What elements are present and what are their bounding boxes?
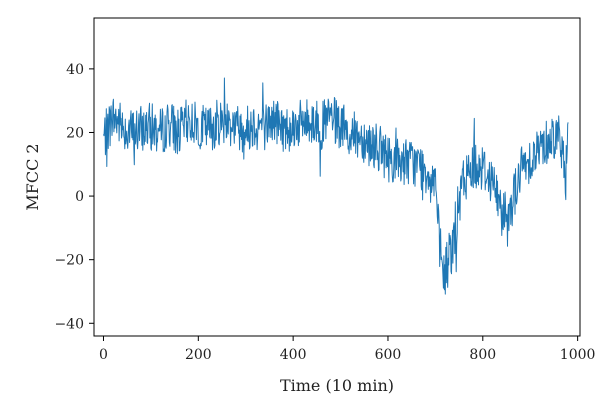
series-line [103,77,569,295]
x-tick-label: 800 [469,347,496,363]
plot-frame [93,17,581,337]
x-tick-label: 200 [185,347,212,363]
y-tick-label: −20 [54,253,84,269]
y-tick-label: 20 [66,125,84,141]
plot-area [103,77,569,295]
x-axis-label: Time (10 min) [280,376,394,395]
x-tick-label: 400 [280,347,307,363]
y-axis-label: MFCC 2 [23,143,42,210]
y-tick-label: 0 [75,189,84,205]
y-axis: −40 −20 0 20 40 [54,62,94,332]
x-tick-label: 1000 [560,347,596,363]
y-tick-label: −40 [54,316,84,332]
y-tick-label: 40 [66,62,84,78]
x-tick-label: 600 [375,347,402,363]
x-tick-label: 0 [99,347,108,363]
x-axis: 0 200 400 600 800 1000 [99,336,595,363]
